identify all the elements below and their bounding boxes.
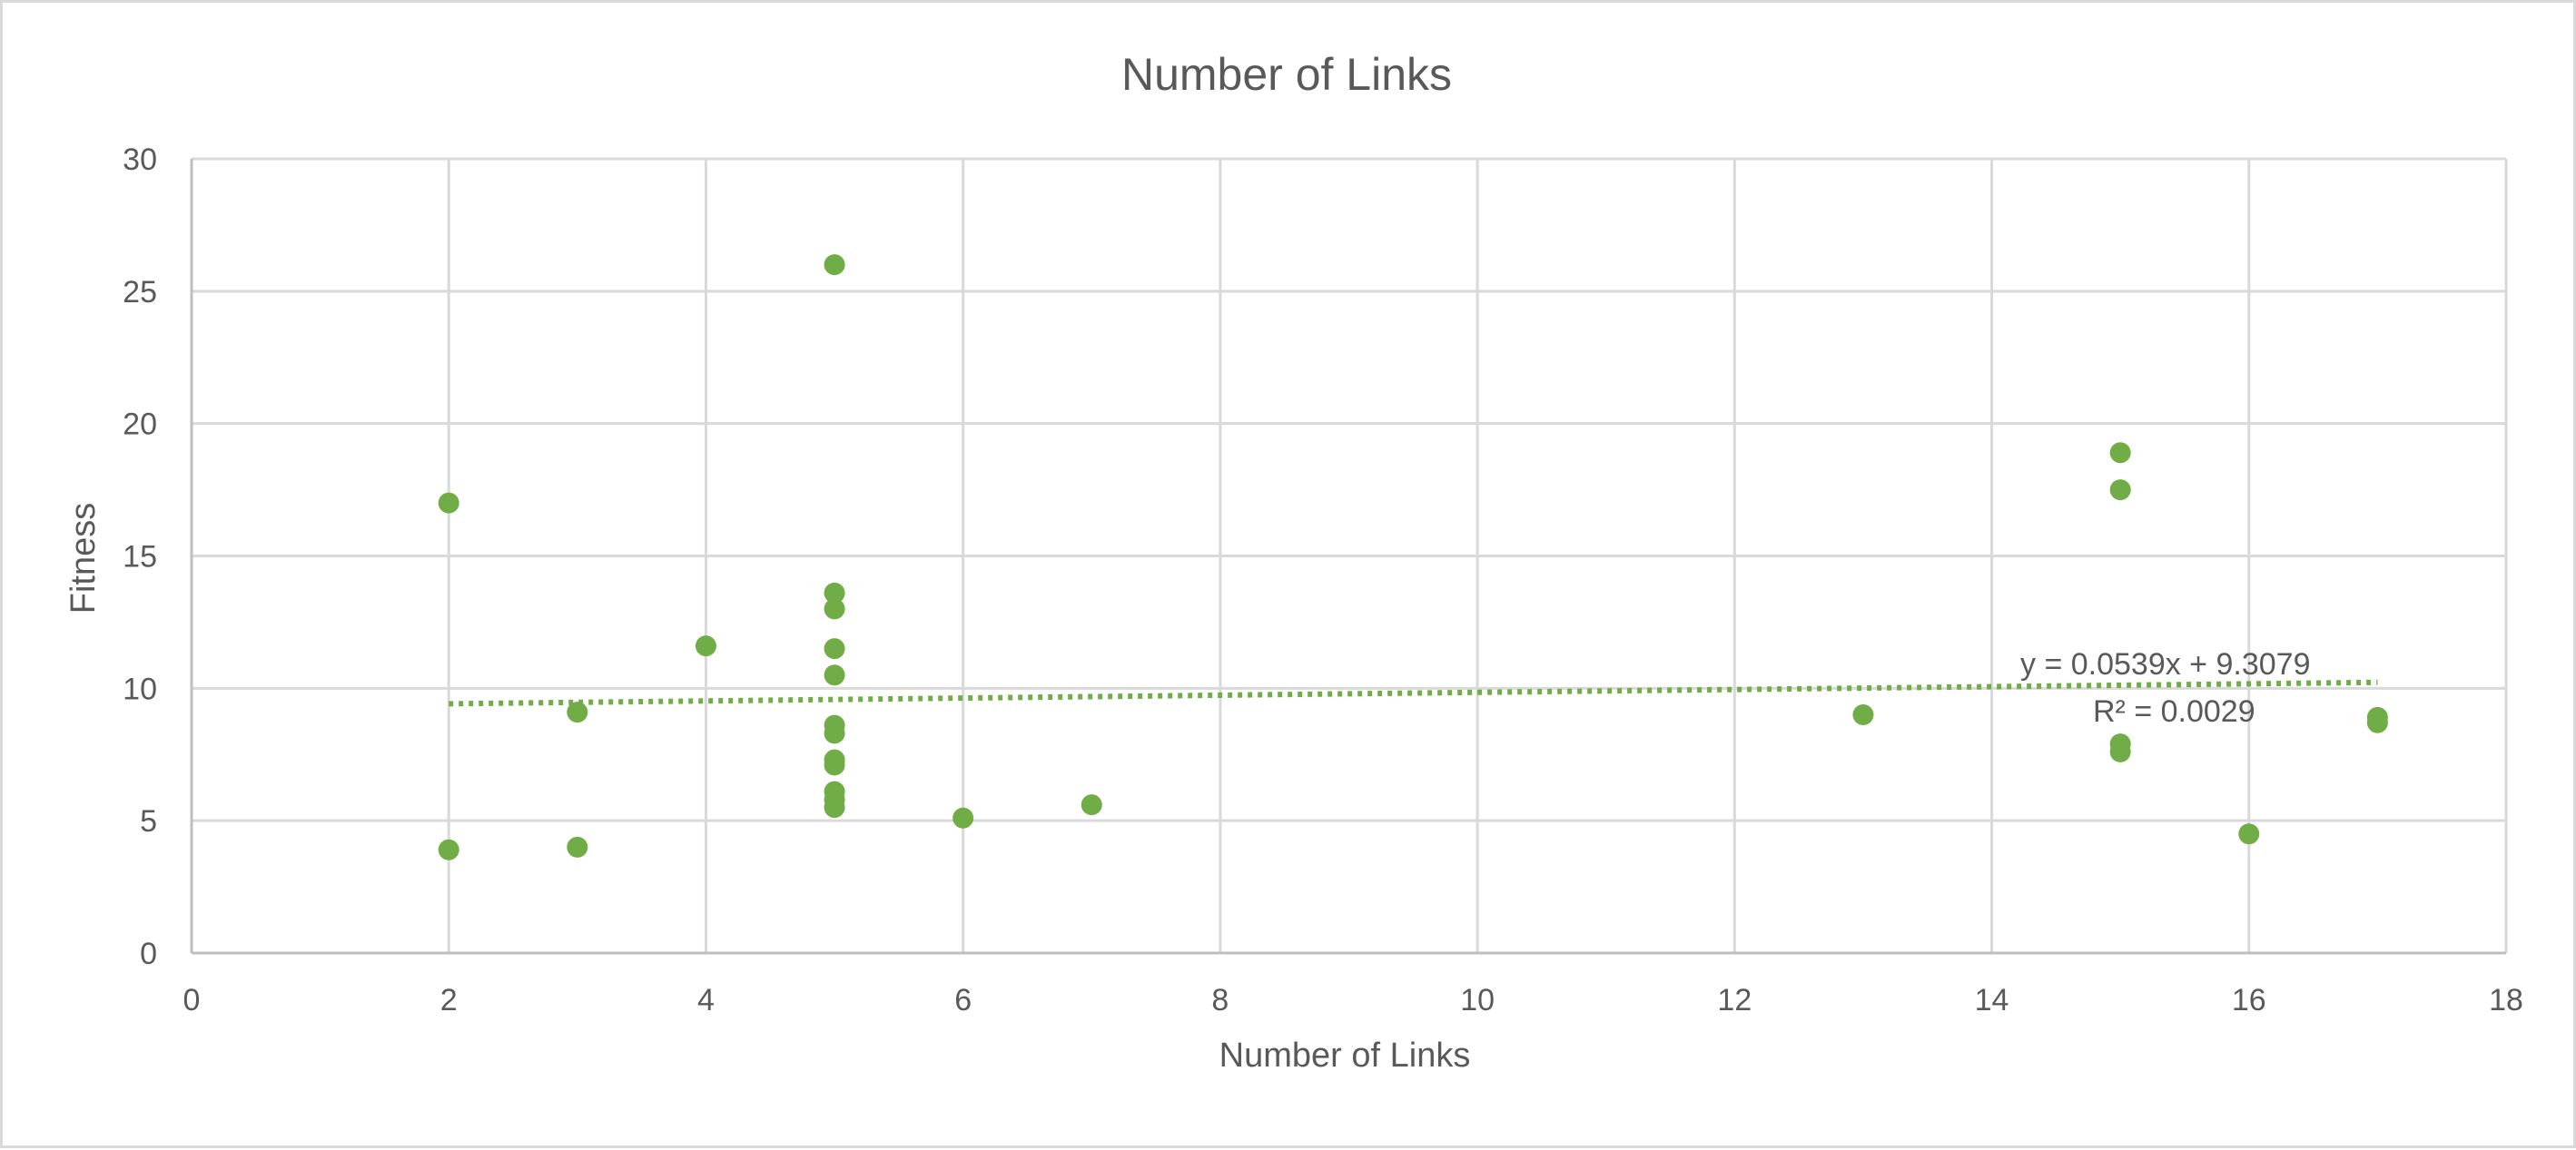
data-point bbox=[2109, 479, 2131, 501]
y-tick-label: 10 bbox=[123, 672, 157, 706]
y-tick-label: 0 bbox=[140, 937, 157, 971]
x-tick-label: 18 bbox=[2489, 983, 2523, 1017]
data-point bbox=[2366, 712, 2388, 733]
x-tick-label: 2 bbox=[440, 983, 458, 1017]
chart-title: Number of Links bbox=[1121, 49, 1452, 100]
data-point bbox=[567, 836, 588, 858]
data-point bbox=[438, 492, 459, 514]
data-point bbox=[1852, 704, 1874, 725]
x-tick-label: 4 bbox=[697, 983, 715, 1017]
y-tick-label: 30 bbox=[123, 143, 157, 177]
scatter-chart: Number of Links 0 5 10 15 20 25 30 0 2 4 6 8 10 12 14 1… bbox=[64, 49, 2523, 1075]
x-tick-label: 0 bbox=[183, 983, 201, 1017]
data-point bbox=[695, 635, 716, 657]
y-tick-label: 20 bbox=[123, 408, 157, 442]
data-point bbox=[824, 598, 845, 620]
data-point bbox=[824, 582, 845, 604]
y-tick-label: 5 bbox=[140, 804, 157, 839]
x-tick-label: 6 bbox=[954, 983, 972, 1017]
trendline-equation: y = 0.0539x + 9.3079 bbox=[2020, 647, 2310, 682]
trendline bbox=[449, 679, 2378, 707]
x-tick-label: 14 bbox=[1975, 983, 2009, 1017]
x-tick-label: 16 bbox=[2232, 983, 2266, 1017]
data-point bbox=[2109, 741, 2131, 762]
data-point bbox=[824, 722, 845, 744]
data-point bbox=[438, 839, 459, 860]
gridlines bbox=[192, 157, 2508, 953]
data-point bbox=[1081, 794, 1102, 816]
data-point bbox=[2238, 823, 2260, 845]
axes: 0 5 10 15 20 25 30 0 2 4 6 8 10 12 14 16 18 bbox=[123, 143, 2523, 1017]
trendline-group bbox=[449, 679, 2378, 707]
data-point bbox=[2109, 442, 2131, 464]
y-axis-title: Fitness bbox=[64, 503, 103, 614]
x-tick-label: 10 bbox=[1460, 983, 1495, 1017]
data-point bbox=[824, 754, 845, 776]
data-point bbox=[567, 702, 588, 723]
data-points bbox=[438, 254, 2388, 860]
x-tick-label: 12 bbox=[1717, 983, 1752, 1017]
y-tick-label: 15 bbox=[123, 540, 157, 575]
data-point bbox=[824, 638, 845, 660]
trendline-r-squared: R² = 0.0029 bbox=[2093, 694, 2255, 729]
data-point bbox=[824, 254, 845, 276]
data-point bbox=[824, 797, 845, 819]
x-tick-label: 8 bbox=[1211, 983, 1229, 1017]
y-tick-label: 25 bbox=[123, 275, 157, 310]
x-axis-title: Number of Links bbox=[1219, 1037, 1471, 1075]
data-point bbox=[952, 807, 974, 829]
data-point bbox=[824, 664, 845, 686]
